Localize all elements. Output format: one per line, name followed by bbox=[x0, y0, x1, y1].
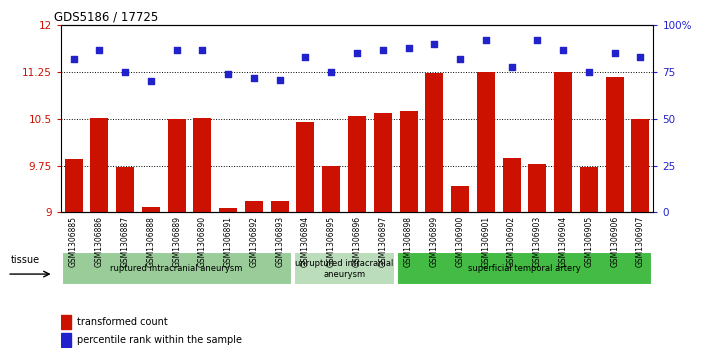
Point bbox=[428, 41, 440, 47]
Point bbox=[274, 77, 286, 82]
Text: GSM1306891: GSM1306891 bbox=[223, 216, 233, 267]
Bar bbox=[193, 118, 211, 212]
Point bbox=[196, 47, 208, 53]
Point bbox=[68, 56, 79, 62]
Bar bbox=[168, 119, 186, 212]
Point bbox=[454, 56, 466, 62]
Point bbox=[145, 78, 156, 84]
Bar bbox=[271, 201, 288, 212]
Bar bbox=[477, 72, 495, 212]
Text: GSM1306896: GSM1306896 bbox=[353, 216, 361, 267]
Text: GSM1306906: GSM1306906 bbox=[610, 216, 619, 267]
Text: GSM1306900: GSM1306900 bbox=[456, 216, 465, 267]
Point bbox=[300, 54, 311, 60]
Text: GSM1306886: GSM1306886 bbox=[95, 216, 104, 267]
Text: GSM1306897: GSM1306897 bbox=[378, 216, 387, 267]
Text: GSM1306887: GSM1306887 bbox=[121, 216, 130, 267]
Text: GSM1306893: GSM1306893 bbox=[275, 216, 284, 267]
Text: percentile rank within the sample: percentile rank within the sample bbox=[77, 335, 242, 345]
Bar bbox=[219, 208, 237, 212]
Point bbox=[377, 47, 388, 53]
Bar bbox=[348, 116, 366, 212]
Text: superficial temporal artery: superficial temporal artery bbox=[468, 264, 581, 273]
Bar bbox=[503, 158, 521, 212]
Point bbox=[248, 75, 260, 81]
Bar bbox=[528, 164, 546, 212]
Point bbox=[480, 37, 491, 43]
Point bbox=[94, 47, 105, 53]
Point bbox=[403, 45, 414, 51]
Text: GSM1306907: GSM1306907 bbox=[636, 216, 645, 267]
Text: GSM1306892: GSM1306892 bbox=[249, 216, 258, 267]
Bar bbox=[554, 72, 572, 212]
Bar bbox=[373, 113, 392, 212]
Bar bbox=[61, 252, 291, 285]
Point bbox=[609, 50, 620, 56]
Text: GDS5186 / 17725: GDS5186 / 17725 bbox=[54, 11, 158, 24]
Bar bbox=[631, 119, 650, 212]
Text: GSM1306904: GSM1306904 bbox=[558, 216, 568, 267]
Bar bbox=[296, 122, 314, 212]
Text: unruptured intracranial
aneurysm: unruptured intracranial aneurysm bbox=[295, 258, 393, 279]
Bar bbox=[61, 333, 71, 347]
Bar bbox=[116, 167, 134, 212]
Text: GSM1306889: GSM1306889 bbox=[172, 216, 181, 267]
Text: GSM1306894: GSM1306894 bbox=[301, 216, 310, 267]
Text: GSM1306885: GSM1306885 bbox=[69, 216, 78, 267]
Bar bbox=[245, 201, 263, 212]
Text: GSM1306905: GSM1306905 bbox=[584, 216, 593, 267]
Point bbox=[351, 50, 363, 56]
Text: tissue: tissue bbox=[11, 254, 40, 265]
Point bbox=[223, 71, 234, 77]
Bar bbox=[397, 252, 653, 285]
Bar bbox=[64, 159, 83, 212]
Bar bbox=[90, 118, 109, 212]
Point bbox=[119, 69, 131, 75]
Bar bbox=[61, 315, 71, 329]
Point bbox=[532, 37, 543, 43]
Text: GSM1306890: GSM1306890 bbox=[198, 216, 207, 267]
Text: GSM1306902: GSM1306902 bbox=[507, 216, 516, 267]
Text: GSM1306899: GSM1306899 bbox=[430, 216, 439, 267]
Text: GSM1306895: GSM1306895 bbox=[327, 216, 336, 267]
Point bbox=[326, 69, 337, 75]
Bar bbox=[293, 252, 395, 285]
Bar bbox=[451, 186, 469, 212]
Text: transformed count: transformed count bbox=[77, 317, 168, 327]
Text: GSM1306901: GSM1306901 bbox=[481, 216, 491, 267]
Bar bbox=[400, 111, 418, 212]
Bar bbox=[142, 207, 160, 212]
Bar bbox=[426, 73, 443, 212]
Point bbox=[583, 69, 595, 75]
Text: GSM1306903: GSM1306903 bbox=[533, 216, 542, 267]
Text: ruptured intracranial aneurysm: ruptured intracranial aneurysm bbox=[111, 264, 243, 273]
Point bbox=[171, 47, 182, 53]
Text: GSM1306898: GSM1306898 bbox=[404, 216, 413, 267]
Bar bbox=[322, 166, 341, 212]
Point bbox=[635, 54, 646, 60]
Bar bbox=[605, 77, 623, 212]
Text: GSM1306888: GSM1306888 bbox=[146, 216, 156, 267]
Bar bbox=[580, 167, 598, 212]
Point bbox=[506, 64, 518, 69]
Point bbox=[558, 47, 569, 53]
